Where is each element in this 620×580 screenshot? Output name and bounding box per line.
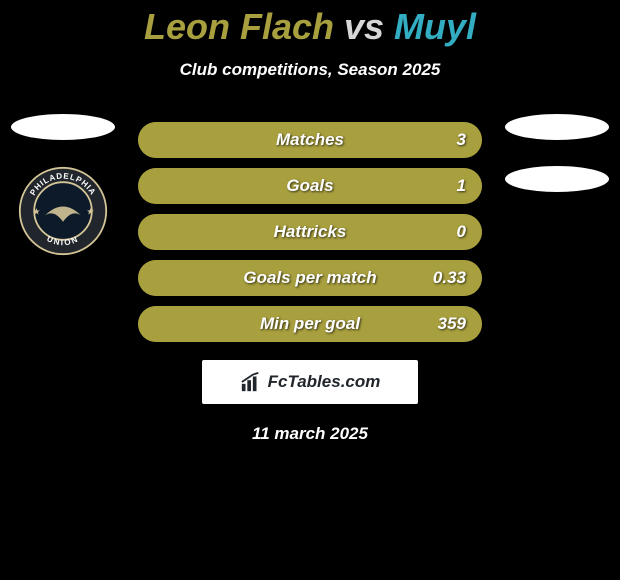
subtitle: Club competitions, Season 2025: [0, 60, 620, 80]
content-area: PHILADELPHIA UNION ★ ★ Matches3 Goals1 Hat…: [0, 122, 620, 342]
left-oval-placeholder: [11, 114, 115, 140]
crest-star-right-icon: ★: [86, 207, 94, 217]
title-player1: Leon Flach: [144, 6, 334, 47]
stat-row: Goals1: [138, 168, 482, 204]
title-player2: Muyl: [394, 6, 476, 47]
stats-list: Matches3Goals1Hattricks0Goals per match0…: [138, 122, 482, 342]
stat-label: Matches: [138, 122, 482, 158]
stat-label: Min per goal: [138, 306, 482, 342]
bar-chart-icon: [240, 371, 262, 393]
page-title: Leon Flach vs Muyl: [0, 0, 620, 48]
right-column: [502, 114, 612, 192]
stat-value: 1: [457, 168, 466, 204]
brand-footer: FcTables.com: [202, 360, 418, 404]
stat-label: Goals per match: [138, 260, 482, 296]
footer-date: 11 march 2025: [0, 424, 620, 444]
stat-value: 0.33: [433, 260, 466, 296]
stat-row: Min per goal359: [138, 306, 482, 342]
stat-label: Hattricks: [138, 214, 482, 250]
club-crest: PHILADELPHIA UNION ★ ★: [18, 166, 108, 256]
stat-row: Matches3: [138, 122, 482, 158]
stat-row: Hattricks0: [138, 214, 482, 250]
stat-value: 0: [457, 214, 466, 250]
stat-label: Goals: [138, 168, 482, 204]
stat-value: 359: [438, 306, 466, 342]
title-vs: vs: [334, 6, 394, 47]
right-oval-placeholder-2: [505, 166, 609, 192]
crest-star-left-icon: ★: [32, 207, 40, 217]
brand-text: FcTables.com: [268, 372, 381, 392]
stat-row: Goals per match0.33: [138, 260, 482, 296]
right-oval-placeholder-1: [505, 114, 609, 140]
left-column: PHILADELPHIA UNION ★ ★: [8, 114, 118, 256]
stat-value: 3: [457, 122, 466, 158]
